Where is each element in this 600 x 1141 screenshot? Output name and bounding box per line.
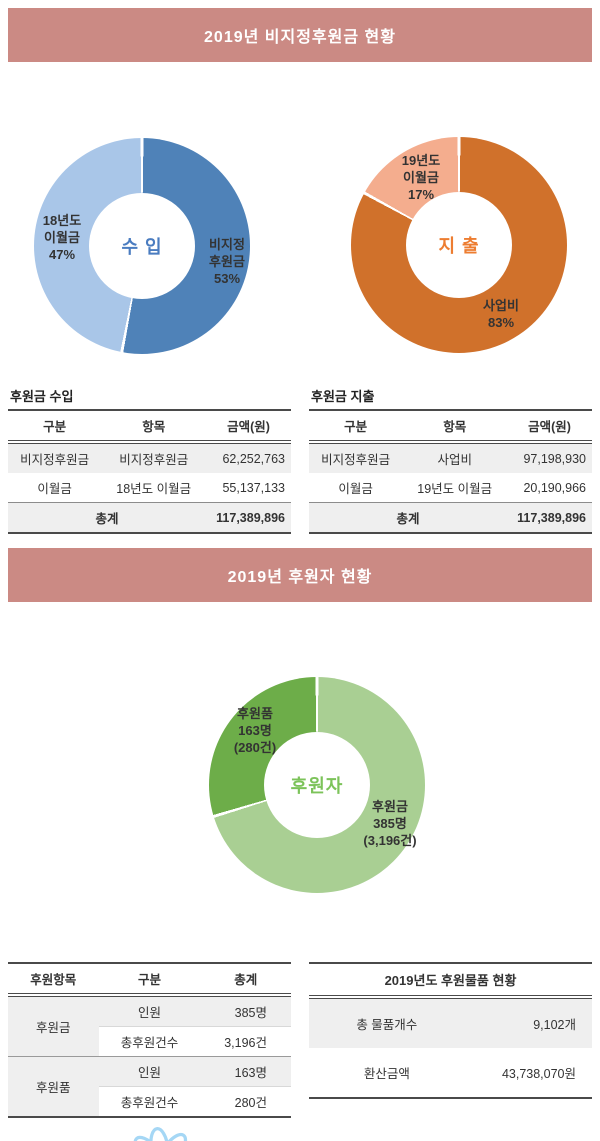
donor-g1r2-label: 총후원건수 bbox=[98, 1026, 201, 1057]
table-row: 비지정후원금 비지정후원금 62,252,763 bbox=[8, 442, 291, 473]
section1-banner: 2019년 비지정후원금 현황 bbox=[8, 8, 592, 62]
donor-col-category: 구분 bbox=[98, 963, 201, 997]
income-expense-tables: 후원금 수입 구분 항목 금액(원) 비지정후원금 비지정후원금 62,252,… bbox=[0, 386, 600, 534]
goods-r2-label: 환산금액 bbox=[363, 1067, 410, 1081]
goods-table-block: 2019년도 후원물품 현황 총 물품개수 9,102개 환산금액 43,738… bbox=[309, 962, 592, 1099]
expense-table: 구분 항목 금액(원) 비지정후원금 사업비 97,198,930 이월금 19… bbox=[309, 409, 592, 534]
income-total-value: 117,389,896 bbox=[206, 502, 291, 533]
income-donut-hole: 수 입 bbox=[89, 193, 195, 299]
donor-donut-chart: 후원자 bbox=[209, 677, 425, 893]
expense-donut-chart: 지 출 bbox=[351, 137, 567, 353]
donor-table-block: 후원항목 구분 총계 후원금 인원 385명 총후원건수 3,196건 bbox=[8, 962, 291, 1118]
donor-chart-section: 후원자 후원품 163명 (280건) 후원금 385명 (3,196건) bbox=[0, 602, 600, 902]
expense-r2-item: 19년도 이월금 bbox=[417, 482, 493, 496]
donor-g1r2-value: 3,196건 bbox=[200, 1026, 291, 1057]
expense-carryover-slice-label: 19년도 이월금 17% bbox=[401, 153, 441, 202]
income-total-row: 총계 117,389,896 bbox=[8, 502, 291, 533]
expense-project-slice-label: 사업비 83% bbox=[483, 298, 519, 330]
expense-col-amount: 금액(원) bbox=[507, 410, 592, 444]
income-col-item: 항목 bbox=[101, 410, 207, 444]
income-col-category: 구분 bbox=[8, 410, 102, 444]
income-r2-category: 이월금 bbox=[37, 482, 72, 496]
expense-table-title: 후원금 지출 bbox=[311, 389, 375, 404]
table-row: 환산금액 43,738,070원 bbox=[309, 1048, 592, 1098]
table-row: 비지정후원금 사업비 97,198,930 bbox=[309, 442, 592, 473]
expense-table-block: 후원금 지출 구분 항목 금액(원) 비지정후원금 사업비 97,198,930 bbox=[309, 386, 592, 534]
income-total-label: 총계 bbox=[8, 502, 207, 533]
expense-r1-category: 비지정후원금 bbox=[321, 453, 391, 467]
income-r1-item: 비지정후원금 bbox=[119, 453, 189, 467]
goods-r2-value: 43,738,070원 bbox=[501, 1067, 576, 1081]
income-col-amount: 금액(원) bbox=[206, 410, 291, 444]
goods-table-header-row: 2019년도 후원물품 현황 bbox=[309, 963, 592, 999]
table-row: 총후원건수 280건 bbox=[8, 1087, 291, 1118]
donor-group1-name: 후원금 bbox=[8, 995, 99, 1057]
goods-r1-label: 총 물품개수 bbox=[356, 1018, 418, 1032]
income-r1-category: 비지정후원금 bbox=[20, 453, 90, 467]
expense-r1-amount: 97,198,930 bbox=[523, 451, 586, 466]
table-row: 총후원건수 3,196건 bbox=[8, 1026, 291, 1057]
income-r2-item: 18년도 이월금 bbox=[116, 482, 192, 496]
flower-logo-icon bbox=[133, 1127, 187, 1141]
income-table-block: 후원금 수입 구분 항목 금액(원) 비지정후원금 비지정후원금 62,252,… bbox=[8, 386, 291, 534]
donor-g1r1-value: 385명 bbox=[200, 995, 291, 1027]
donor-g1r1-label: 인원 bbox=[98, 995, 201, 1027]
expense-col-item: 항목 bbox=[402, 410, 508, 444]
donor-donut-hole: 후원자 bbox=[264, 732, 370, 838]
donor-g2r1-value: 163명 bbox=[200, 1056, 291, 1087]
table-row: 총 물품개수 9,102개 bbox=[309, 997, 592, 1048]
income-donation-slice-label: 비지정 후원금 53% bbox=[209, 237, 245, 286]
donor-table-header-row: 후원항목 구분 총계 bbox=[8, 963, 291, 997]
goods-table: 2019년도 후원물품 현황 총 물품개수 9,102개 환산금액 43,738… bbox=[309, 962, 592, 1099]
donor-g2r2-value: 280건 bbox=[234, 1096, 267, 1110]
expense-total-value: 117,389,896 bbox=[507, 502, 592, 533]
income-table-title: 후원금 수입 bbox=[10, 389, 74, 404]
table-row: 이월금 19년도 이월금 20,190,966 bbox=[309, 473, 592, 503]
donor-g2r2-label: 총후원건수 bbox=[120, 1096, 179, 1110]
income-r1-amount: 62,252,763 bbox=[222, 451, 285, 466]
section2-title: 2019년 후원자 현황 bbox=[227, 569, 373, 586]
donor-col-total: 총계 bbox=[200, 963, 291, 997]
section2-banner: 2019년 후원자 현황 bbox=[8, 548, 592, 602]
goods-table-title: 2019년도 후원물품 현황 bbox=[309, 963, 592, 999]
expense-total-label: 총계 bbox=[309, 502, 508, 533]
top-chart-section: 수 입 18년도 이월금 47% 비지정 후원금 53% 지 출 19년도 이월… bbox=[0, 62, 600, 362]
expense-r1-item: 사업비 bbox=[437, 453, 472, 467]
expense-chart-center-label: 지 출 bbox=[438, 236, 480, 256]
donor-col-item: 후원항목 bbox=[8, 963, 99, 997]
expense-col-category: 구분 bbox=[309, 410, 403, 444]
donor-goods-slice-label: 후원품 163명 (280건) bbox=[233, 706, 277, 755]
section1-title: 2019년 비지정후원금 현황 bbox=[204, 29, 396, 46]
table-row: 후원품 인원 163명 bbox=[8, 1056, 291, 1095]
income-table: 구분 항목 금액(원) 비지정후원금 비지정후원금 62,252,763 이월금… bbox=[8, 409, 291, 534]
donor-group2-name: 후원품 bbox=[36, 1081, 71, 1095]
income-table-header-row: 구분 항목 금액(원) bbox=[8, 410, 291, 444]
expense-donut-hole: 지 출 bbox=[406, 192, 512, 298]
donor-chart-center-label: 후원자 bbox=[290, 776, 344, 796]
income-r2-amount: 55,137,133 bbox=[222, 480, 285, 495]
donor-table: 후원항목 구분 총계 후원금 인원 385명 총후원건수 3,196건 bbox=[8, 962, 291, 1118]
expense-r2-category: 이월금 bbox=[338, 482, 373, 496]
donor-goods-tables: 후원항목 구분 총계 후원금 인원 385명 총후원건수 3,196건 bbox=[0, 962, 600, 1118]
table-row: 이월금 18년도 이월금 55,137,133 bbox=[8, 473, 291, 503]
table-row: 후원금 인원 385명 bbox=[8, 995, 291, 1057]
income-donut-chart: 수 입 bbox=[34, 138, 250, 354]
donor-money-slice-label: 후원금 385명 (3,196건) bbox=[363, 799, 417, 848]
expense-table-header-row: 구분 항목 금액(원) bbox=[309, 410, 592, 444]
expense-total-row: 총계 117,389,896 bbox=[309, 502, 592, 533]
goods-r1-value: 9,102개 bbox=[533, 1018, 576, 1032]
donor-g2r1-label: 인원 bbox=[98, 1056, 201, 1087]
expense-r2-amount: 20,190,966 bbox=[523, 480, 586, 495]
footer-logo: 사단법인 성민원 안양시관악장애인종합복지관 bbox=[0, 1126, 600, 1141]
income-carryover-slice-label: 18년도 이월금 47% bbox=[42, 213, 82, 262]
income-chart-center-label: 수 입 bbox=[121, 237, 163, 257]
